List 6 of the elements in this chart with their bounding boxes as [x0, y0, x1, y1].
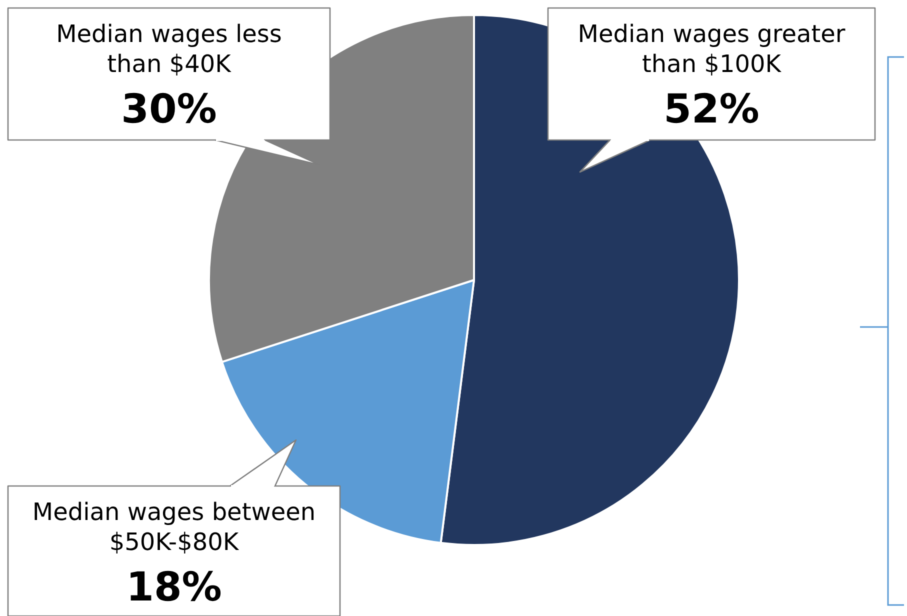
data-label: 30% [121, 86, 217, 132]
slice-label: Median wages less than $40K [56, 20, 282, 78]
data-label: 52% [664, 86, 760, 132]
slice-label: Median wages greater than $100K [578, 20, 846, 78]
slice-label: Median wages between $50K-$80K [32, 498, 316, 556]
data-label: 18% [126, 564, 222, 610]
